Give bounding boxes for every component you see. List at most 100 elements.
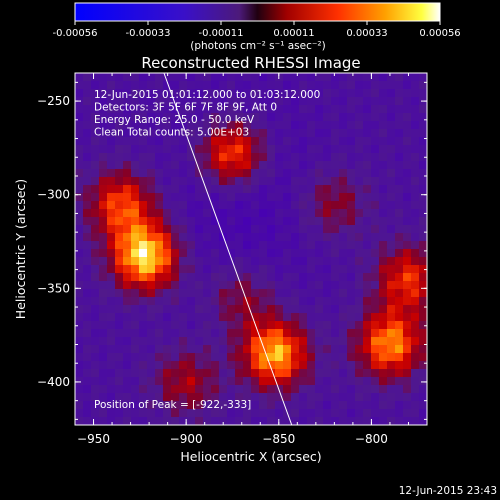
heatmap-cell <box>211 345 220 354</box>
heatmap-cell <box>275 225 284 234</box>
heatmap-cell <box>235 81 244 90</box>
heatmap-cell <box>419 161 427 170</box>
y-tick-label: −350 <box>37 281 70 295</box>
heatmap-cell <box>195 265 204 274</box>
heatmap-cell <box>227 217 236 226</box>
heatmap-cell <box>251 97 260 106</box>
heatmap-cell <box>139 265 148 274</box>
heatmap-cell <box>411 121 420 130</box>
heatmap-cell <box>155 201 164 210</box>
heatmap-cell <box>83 89 92 98</box>
heatmap-cell <box>195 209 204 218</box>
heatmap-cell <box>139 209 148 218</box>
heatmap-cell <box>139 121 148 130</box>
heatmap-cell <box>355 369 364 378</box>
heatmap-cell <box>411 145 420 154</box>
heatmap-cell <box>203 185 212 194</box>
heatmap-cell <box>331 97 340 106</box>
heatmap-cell <box>75 353 84 362</box>
heatmap-cell <box>291 377 300 386</box>
heatmap-cell <box>227 401 236 410</box>
heatmap-cell <box>91 353 100 362</box>
heatmap-cell <box>379 89 388 98</box>
annotation-line: Energy Range: 25.0 - 50.0 keV <box>94 114 255 126</box>
heatmap-cell <box>99 73 108 82</box>
heatmap-cell <box>219 185 228 194</box>
heatmap-cell <box>307 185 316 194</box>
heatmap-cell <box>299 345 308 354</box>
heatmap-cell <box>259 225 268 234</box>
heatmap-cell <box>91 137 100 146</box>
heatmap-cell <box>243 361 252 370</box>
heatmap-cell <box>75 185 84 194</box>
heatmap-cell <box>155 273 164 282</box>
heatmap-cell <box>243 289 252 298</box>
heatmap-cell <box>187 361 196 370</box>
heatmap-cell <box>355 289 364 298</box>
heatmap-cell <box>251 209 260 218</box>
heatmap-cell <box>155 393 164 402</box>
heatmap-cell <box>195 377 204 386</box>
heatmap-cell <box>315 137 324 146</box>
heatmap-cell <box>331 129 340 138</box>
heatmap-cell <box>235 161 244 170</box>
x-tick-label: −850 <box>262 432 295 446</box>
heatmap-cell <box>339 401 348 410</box>
heatmap-cell <box>139 81 148 90</box>
heatmap-cell <box>267 377 276 386</box>
heatmap-cell <box>139 273 148 282</box>
heatmap-cell <box>123 201 132 210</box>
heatmap-cell <box>163 361 172 370</box>
heatmap-cell <box>355 257 364 266</box>
heatmap-cell <box>307 209 316 218</box>
heatmap-cell <box>163 249 172 258</box>
heatmap-cell <box>251 201 260 210</box>
heatmap-cell <box>419 273 427 282</box>
heatmap-cell <box>99 289 108 298</box>
heatmap-cell <box>75 169 84 178</box>
heatmap-cell <box>371 209 380 218</box>
heatmap-cell <box>235 241 244 250</box>
heatmap-cell <box>347 97 356 106</box>
heatmap-cell <box>91 201 100 210</box>
heatmap-cell <box>219 329 228 338</box>
heatmap-cell <box>123 361 132 370</box>
heatmap-cell <box>131 377 140 386</box>
heatmap-cell <box>131 265 140 274</box>
heatmap-cell <box>123 145 132 154</box>
heatmap-cell <box>355 241 364 250</box>
heatmap-cell <box>387 97 396 106</box>
heatmap-cell <box>227 97 236 106</box>
heatmap-cell <box>163 257 172 266</box>
heatmap-cell <box>347 81 356 90</box>
heatmap-cell <box>171 169 180 178</box>
heatmap-cell <box>259 377 268 386</box>
heatmap-cell <box>203 297 212 306</box>
heatmap-cell <box>363 313 372 322</box>
heatmap-cell <box>259 257 268 266</box>
heatmap-cell <box>411 305 420 314</box>
heatmap-cell <box>243 225 252 234</box>
heatmap-cell <box>291 273 300 282</box>
heatmap-cell <box>275 193 284 202</box>
colorbar-tick-label: -0.00033 <box>126 28 171 39</box>
heatmap-cell <box>339 97 348 106</box>
heatmap-cell <box>403 313 412 322</box>
heatmap-cell <box>315 353 324 362</box>
heatmap-cell <box>139 73 148 82</box>
heatmap-cell <box>131 369 140 378</box>
heatmap-cell <box>291 145 300 154</box>
heatmap-cell <box>83 201 92 210</box>
heatmap-cell <box>235 121 244 130</box>
heatmap-cell <box>195 289 204 298</box>
heatmap-cell <box>315 337 324 346</box>
heatmap-cell <box>331 401 340 410</box>
heatmap-cell <box>259 401 268 410</box>
heatmap-cell <box>403 233 412 242</box>
heatmap-cell <box>379 81 388 90</box>
x-tick-label: −950 <box>77 432 110 446</box>
heatmap-cell <box>307 313 316 322</box>
heatmap-cell <box>339 305 348 314</box>
heatmap-cell <box>347 273 356 282</box>
heatmap-cell <box>235 225 244 234</box>
